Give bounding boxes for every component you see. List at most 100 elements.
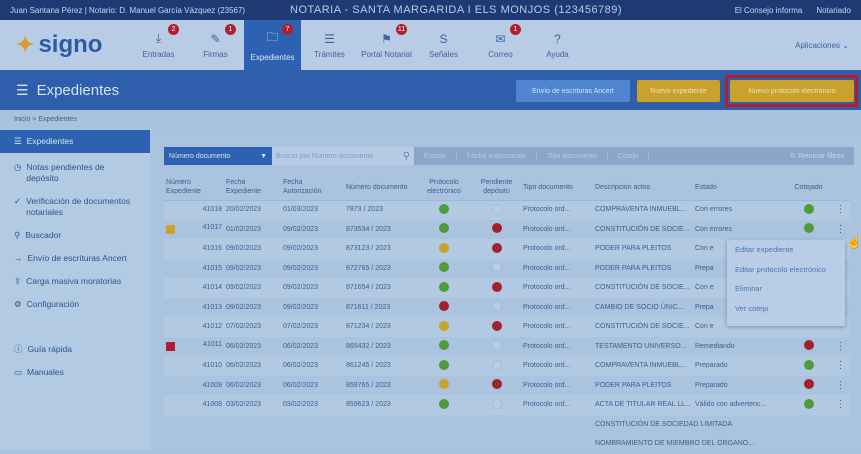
table-row[interactable]: 41010 06/02/2023 06/02/2023 861245 / 2023 Pr… [164, 356, 850, 376]
s-icon: S [439, 31, 448, 46]
cotejado-status-icon [803, 359, 814, 370]
sidebar: ☰ Expedientes ◷ Notas pendientes de depósit… [0, 130, 150, 450]
menu-icon[interactable]: ☰ [16, 81, 29, 98]
protocolo-status-icon [439, 223, 449, 234]
table-row[interactable]: 41012 07/02/2023 07/02/2023 871234 / 2023 Pr… [164, 317, 850, 337]
deposito-status-icon [491, 223, 502, 234]
filter-fecha-autorizacion[interactable]: Fecha autorización [457, 152, 537, 160]
tab-firmas[interactable]: ✎ Firmas 1 [187, 20, 244, 70]
row-actions-icon[interactable]: ⋮ [831, 336, 850, 357]
menu-item[interactable]: Ver cotejo [735, 303, 769, 313]
column-header[interactable]: Tipo documento [521, 175, 593, 201]
reset-filters-button[interactable]: ↻ Reiniciar filtros [790, 153, 844, 160]
list-icon: ☰ [324, 31, 335, 46]
tab-expedientes[interactable]: 🗀 Expedientes 7 [244, 20, 301, 70]
row-context-menu: Editar expediente Editar protocolo electr… [727, 240, 845, 326]
count-badge: 1 [225, 24, 236, 35]
deposito-status-icon [491, 379, 502, 390]
menu-item[interactable]: Editar protocolo electrónico [735, 264, 826, 274]
deposito-status-icon [491, 262, 502, 273]
search-input[interactable]: Buscar por Número documento ⚲ [272, 147, 414, 165]
sidebar-icon: ✓ [14, 196, 22, 206]
row-flag-icon [166, 225, 175, 235]
folder-icon: 🗀 [266, 30, 279, 44]
sidebar-item-9[interactable]: ▭ Manuales [14, 367, 64, 377]
link-consejo[interactable]: El Consejo informa [734, 5, 803, 15]
deposito-status-icon [491, 203, 502, 214]
protocolo-status-icon [439, 379, 449, 390]
row-actions-icon[interactable]: ⋮ [831, 395, 850, 415]
top-bar: Juan Santana Pérez | Notario: D. Manuel … [0, 0, 861, 20]
filter-bar: Número documento ▼ Buscar por Número docu… [164, 147, 854, 165]
table-row[interactable]: 41014 09/02/2023 09/02/2023 871654 / 2023 Pr… [164, 278, 850, 298]
sidebar-item-2[interactable]: ◷ Notas pendientes de depósito [14, 162, 105, 183]
sidebar-icon: ☰ [14, 136, 22, 146]
mail-icon: ✉ [495, 31, 506, 46]
breadcrumb-inicio[interactable]: Inicio [14, 116, 31, 123]
table-row[interactable]: 41011 06/02/2023 06/02/2023 865432 / 2023 Pr… [164, 336, 850, 357]
filter-estado[interactable]: Estado [414, 152, 457, 160]
flag-icon: ⚑ [381, 31, 392, 46]
sidebar-icon: ⚲ [14, 230, 21, 240]
tab-entradas[interactable]: ⤓ Entradas 2 [130, 20, 187, 70]
link-notariado[interactable]: Notariado [816, 5, 851, 15]
tab-portal-notarial[interactable]: ⚑ Portal Notarial 11 [361, 24, 412, 59]
search-icon[interactable]: ⚲ [402, 150, 410, 162]
sidebar-item-7[interactable]: ⚙ Configuración [14, 299, 80, 309]
count-badge: 7 [282, 24, 293, 35]
protocolo-status-icon [439, 320, 449, 331]
tab-correo[interactable]: ✉ Correo 1 [472, 20, 529, 70]
table-row[interactable]: 41017 01/02/2023 09/02/2023 873534 / 2023 Pr… [164, 219, 850, 240]
column-header[interactable]: Estado [693, 175, 786, 201]
search-field-select[interactable]: Número documento ▼ [164, 147, 272, 165]
protocolo-status-icon [439, 359, 449, 370]
filter-tipo-documento[interactable]: Tipo documento [537, 152, 608, 160]
actions-header [831, 175, 850, 201]
menu-item[interactable]: Editar expediente [735, 245, 794, 254]
tab-trámites[interactable]: ☰ Trámites [314, 31, 345, 59]
row-actions-icon[interactable]: ⋮ [831, 356, 850, 376]
sidebar-icon: ⚙ [14, 299, 22, 309]
sidebar-item-3[interactable]: ✓ Verificación de documentos notariales [14, 196, 131, 217]
column-header[interactable]: Protocolo electrónico [416, 175, 472, 201]
count-badge: 2 [168, 24, 179, 35]
tab-señales[interactable]: S Señales [429, 31, 458, 59]
table-row[interactable]: 41008 03/02/2023 03/02/2023 859623 / 2023 Pr… [164, 395, 850, 415]
tab-ayuda[interactable]: ? Ayuda [546, 31, 569, 59]
table-row[interactable]: 41009 06/02/2023 06/02/2023 859765 / 2023 Pr… [164, 375, 850, 396]
description-extra-row: NOMBRAMIENTO DE MIEMBRO DEL ÓRGANO... [595, 440, 755, 448]
cotejado-status-icon [803, 340, 814, 351]
cotejado-status-icon [803, 203, 814, 214]
new-expediente-button[interactable]: Nuevo expediente [637, 80, 720, 102]
ancert-button[interactable]: Envío de escrituras Ancert [516, 80, 630, 102]
column-header[interactable]: Fecha Expediente [224, 175, 281, 201]
row-actions-icon[interactable]: ⋮ [831, 200, 850, 220]
expedientes-table: Número Expediente Fecha Expediente Fecha A… [164, 175, 850, 454]
column-header[interactable]: Número Expediente [164, 175, 224, 201]
column-header[interactable]: Fecha Autorización [281, 175, 344, 201]
sidebar-item-6[interactable]: ⇪ Carga masiva moratorias [14, 276, 122, 286]
sidebar-item-8[interactable]: ⓘ Guía rápida [14, 344, 72, 354]
row-actions-icon[interactable]: ⋮ [831, 219, 850, 240]
sidebar-item-5[interactable]: → Envío de escrituras Ancert [14, 253, 127, 263]
row-flag-icon [166, 342, 175, 352]
column-header[interactable]: Cotejado [786, 175, 831, 201]
help-icon: ? [554, 31, 561, 46]
column-header[interactable]: Número documento [344, 175, 416, 201]
cotejado-status-icon [803, 379, 814, 390]
new-protocolo-button[interactable]: Nuevo protocolo electrónico [730, 80, 854, 102]
logo[interactable]: ✦ signo [16, 31, 103, 58]
column-header[interactable]: Descripción actos [593, 175, 693, 201]
cursor-hand-icon: ☝ [846, 234, 861, 249]
menu-item[interactable]: Eliminar [735, 284, 763, 293]
sidebar-item-4[interactable]: ⚲ Buscador [14, 230, 62, 240]
table-row[interactable]: 41018 20/02/2023 01/03/2023 7873 / 2023 Prot… [164, 200, 850, 220]
row-actions-icon[interactable]: ⋮ [831, 375, 850, 396]
page-title: Expedientes [36, 81, 120, 99]
filter-cotejo[interactable]: Cotejo [608, 152, 650, 160]
column-header[interactable]: Pendiente depósito [472, 175, 521, 201]
breadcrumb: Inicio > Expedientes [0, 110, 861, 130]
apps-menu[interactable]: Aplicaciones ⌄ [795, 40, 849, 50]
deposito-status-icon [491, 340, 502, 351]
sidebar-item-1[interactable]: ☰ Expedientes [0, 130, 150, 153]
